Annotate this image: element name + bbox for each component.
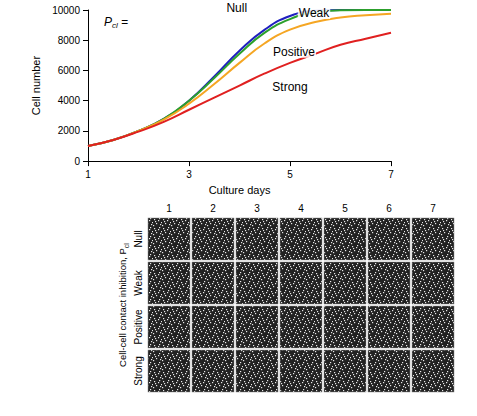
svg-text:8000: 8000 <box>58 35 81 46</box>
svg-text:4000: 4000 <box>58 95 81 106</box>
svg-text:Positive: Positive <box>133 309 144 344</box>
svg-text:3: 3 <box>186 169 192 180</box>
svg-text:2: 2 <box>210 203 216 214</box>
svg-text:3: 3 <box>254 203 260 214</box>
svg-text:7: 7 <box>430 203 436 214</box>
svg-text:Cell-cell contact inhibition,: Cell-cell contact inhibition, Pcl <box>117 243 130 367</box>
svg-text:Weak: Weak <box>133 269 144 295</box>
svg-text:cl: cl <box>112 20 118 30</box>
svg-text:=: = <box>118 15 128 29</box>
svg-text:Cell number: Cell number <box>30 56 42 116</box>
svg-text:Null: Null <box>133 230 144 247</box>
svg-text:Positive: Positive <box>273 45 315 59</box>
svg-text:6000: 6000 <box>58 65 81 76</box>
svg-text:Null: Null <box>226 1 247 15</box>
svg-text:4: 4 <box>298 203 304 214</box>
svg-text:1: 1 <box>166 203 172 214</box>
svg-text:Weak: Weak <box>299 6 330 20</box>
svg-text:Strong: Strong <box>133 356 144 385</box>
svg-text:1: 1 <box>85 169 91 180</box>
svg-text:0: 0 <box>74 156 80 167</box>
svg-text:5: 5 <box>287 169 293 180</box>
svg-text:Strong: Strong <box>272 80 307 94</box>
svg-text:7: 7 <box>388 169 394 180</box>
svg-text:Culture days: Culture days <box>209 184 271 196</box>
svg-text:6: 6 <box>386 203 392 214</box>
svg-text:10000: 10000 <box>52 5 80 16</box>
svg-text:P: P <box>104 15 112 29</box>
svg-text:5: 5 <box>342 203 348 214</box>
svg-text:2000: 2000 <box>58 125 81 136</box>
